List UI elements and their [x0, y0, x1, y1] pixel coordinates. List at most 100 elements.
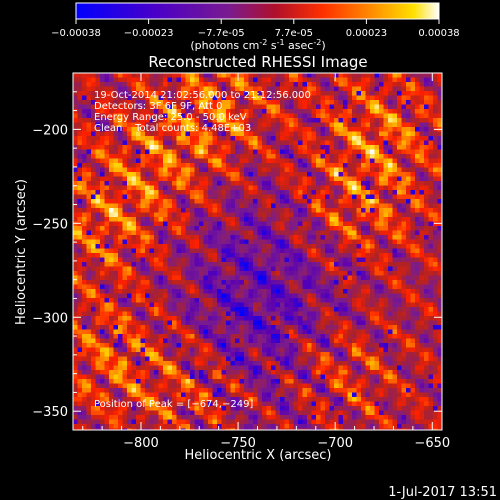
heatmap-cell — [424, 149, 429, 155]
heatmap-cell — [307, 82, 312, 87]
heatmap-cell — [181, 325, 186, 330]
heatmap-cell — [338, 208, 344, 213]
heatmap-cell — [154, 217, 159, 222]
heatmap-cell — [221, 140, 227, 146]
heatmap-cell — [410, 95, 416, 101]
heatmap-cell — [338, 181, 344, 186]
heatmap-cell — [163, 275, 168, 281]
heatmap-cell — [203, 95, 209, 101]
heatmap-cell — [208, 104, 213, 110]
heatmap-cell — [82, 86, 87, 92]
heatmap-cell — [356, 127, 362, 132]
heatmap-cell — [334, 217, 339, 222]
heatmap-cell — [329, 248, 335, 254]
heatmap-cell — [109, 203, 114, 209]
heatmap-cell — [266, 208, 272, 213]
heatmap-cell — [311, 329, 317, 335]
heatmap-cell — [244, 127, 249, 132]
heatmap-cell — [95, 140, 101, 146]
heatmap-cell — [406, 262, 411, 267]
heatmap-cell — [100, 194, 105, 200]
heatmap-cell — [302, 100, 308, 105]
heatmap-cell — [217, 284, 222, 290]
heatmap-cell — [266, 289, 272, 294]
heatmap-cell — [104, 158, 110, 164]
heatmap-cell — [293, 127, 299, 132]
heatmap-cell — [100, 275, 105, 281]
heatmap-cell — [118, 311, 123, 317]
heatmap-cell — [280, 104, 285, 110]
heatmap-cell — [392, 127, 398, 132]
heatmap-cell — [77, 167, 83, 173]
heatmap-cell — [212, 289, 218, 294]
heatmap-cell — [437, 158, 442, 164]
heatmap-cell — [352, 226, 357, 231]
heatmap-cell — [181, 149, 186, 155]
heatmap-cell — [217, 307, 222, 312]
heatmap-cell — [239, 221, 245, 227]
heatmap-cell — [149, 325, 155, 330]
heatmap-cell — [100, 122, 105, 128]
heatmap-cell — [82, 91, 87, 96]
heatmap-cell — [311, 262, 317, 267]
heatmap-cell — [95, 158, 101, 164]
heatmap-cell — [329, 122, 335, 128]
heatmap-cell — [235, 190, 240, 195]
heatmap-cell — [370, 109, 375, 114]
heatmap-cell — [145, 271, 150, 276]
heatmap-cell — [104, 77, 110, 83]
heatmap-cell — [95, 262, 101, 267]
heatmap-cell — [127, 176, 132, 182]
heatmap-cell — [298, 280, 303, 285]
heatmap-cell — [262, 122, 267, 128]
heatmap-cell — [275, 185, 281, 191]
heatmap-cell — [239, 325, 245, 330]
heatmap-cell — [77, 334, 83, 339]
heatmap-cell — [257, 320, 263, 326]
heatmap-cell — [280, 212, 285, 218]
heatmap-cell — [428, 154, 434, 159]
heatmap-cell — [374, 307, 380, 312]
heatmap-cell — [410, 86, 416, 92]
heatmap-cell — [302, 226, 308, 231]
heatmap-cell — [253, 194, 258, 200]
heatmap-cell — [86, 343, 92, 348]
heatmap-cell — [406, 91, 411, 96]
heatmap-cell — [356, 91, 362, 96]
heatmap-cell — [257, 109, 263, 114]
heatmap-cell — [437, 104, 442, 110]
heatmap-cell — [293, 338, 299, 344]
heatmap-cell — [325, 181, 330, 186]
heatmap-cell — [401, 185, 407, 191]
heatmap-cell — [172, 262, 177, 267]
heatmap-cell — [82, 140, 87, 146]
heatmap-cell — [136, 158, 141, 164]
heatmap-cell — [415, 334, 420, 339]
heatmap-cell — [419, 298, 425, 303]
heatmap-cell — [235, 226, 240, 231]
heatmap-cell — [437, 82, 442, 87]
heatmap-cell — [280, 226, 285, 231]
heatmap-cell — [167, 293, 173, 299]
heatmap-cell — [379, 154, 384, 159]
heatmap-cell — [73, 163, 78, 168]
heatmap-cell — [100, 149, 105, 155]
heatmap-cell — [433, 298, 438, 303]
heatmap-cell — [136, 203, 141, 209]
heatmap-cell — [136, 145, 141, 150]
heatmap-cell — [158, 307, 164, 312]
heatmap-cell — [154, 140, 159, 146]
heatmap-cell — [388, 113, 393, 119]
heatmap-cell — [91, 185, 96, 191]
heatmap-cell — [140, 307, 146, 312]
heatmap-cell — [433, 329, 438, 335]
heatmap-cell — [392, 73, 398, 78]
heatmap-cell — [104, 140, 110, 146]
heatmap-cell — [419, 172, 425, 177]
heatmap-cell — [437, 329, 442, 335]
heatmap-cell — [158, 158, 164, 164]
heatmap-cell — [95, 235, 101, 240]
heatmap-cell — [392, 140, 398, 146]
heatmap-cell — [320, 316, 326, 321]
heatmap-cell — [307, 235, 312, 240]
